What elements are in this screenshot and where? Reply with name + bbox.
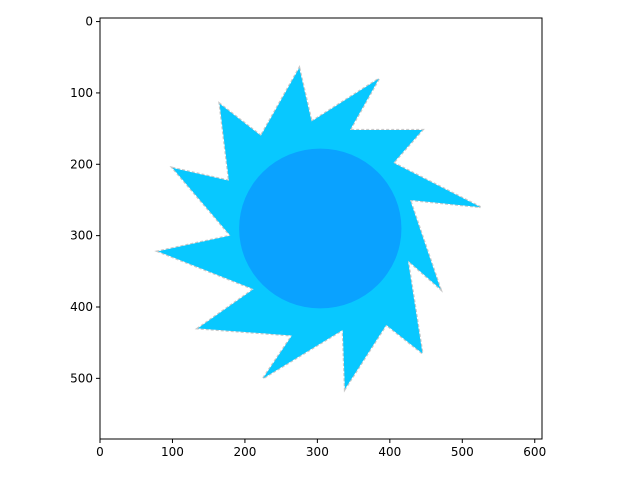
x-tick-label: 500 — [451, 445, 474, 459]
x-tick-label: 0 — [96, 445, 104, 459]
x-tick-label: 200 — [233, 445, 256, 459]
x-axis: 0 100 200 300 400 500 600 — [96, 439, 546, 459]
x-tick-label: 300 — [306, 445, 329, 459]
y-tick-label: 300 — [70, 229, 93, 243]
x-tick-label: 600 — [523, 445, 546, 459]
y-axis: 0 100 200 300 400 500 — [70, 15, 100, 385]
y-tick-label: 200 — [70, 157, 93, 171]
y-tick-label: 100 — [70, 86, 93, 100]
y-tick-label: 500 — [70, 371, 93, 385]
x-tick-label: 400 — [378, 445, 401, 459]
x-tick-label: 100 — [161, 445, 184, 459]
y-tick-label: 400 — [70, 300, 93, 314]
sun-image — [154, 64, 481, 393]
sun-disc — [239, 148, 402, 309]
axes-frame — [99, 17, 543, 440]
y-tick-label: 0 — [85, 15, 93, 29]
plot-area — [100, 18, 542, 439]
